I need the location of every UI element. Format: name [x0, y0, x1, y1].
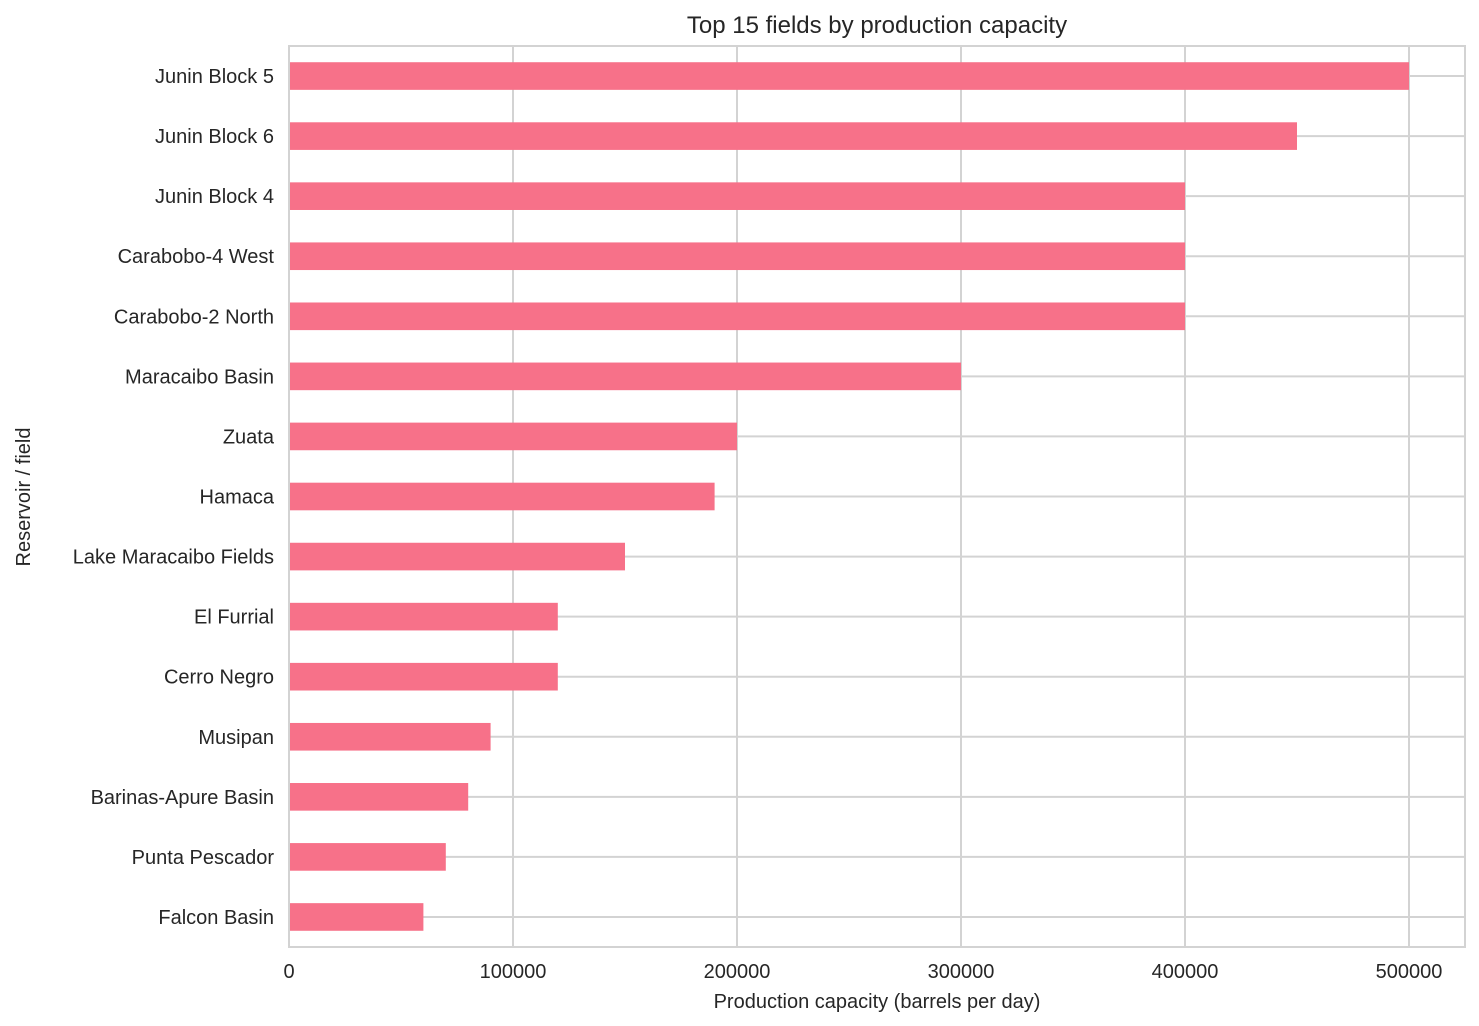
- x-tick-label: 400000: [1152, 961, 1219, 983]
- bar: [290, 662, 558, 691]
- x-tick-label: 200000: [704, 961, 771, 983]
- bar: [290, 542, 625, 571]
- x-tick-label: 100000: [480, 961, 547, 983]
- bar: [290, 722, 491, 751]
- x-tick-label: 0: [283, 961, 294, 983]
- bar: [290, 182, 1185, 210]
- bar: [290, 422, 737, 451]
- y-tick-label: Lake Maracaibo Fields: [73, 547, 274, 569]
- bar: [290, 482, 715, 511]
- bar: [290, 602, 558, 631]
- y-tick-label: El Furrial: [194, 607, 274, 629]
- y-tick-label: Musipan: [198, 727, 274, 749]
- y-tick-labels: Junin Block 5 Junin Block 6 Junin Block 4 C…: [73, 66, 275, 929]
- bar: [290, 242, 1185, 271]
- bar: [290, 843, 446, 871]
- y-tick-label: Junin Block 4: [155, 186, 274, 208]
- y-tick-label: Punta Pescador: [132, 847, 275, 869]
- y-tick-label: Cerro Negro: [164, 667, 274, 689]
- y-tick-label: Carabobo-4 West: [118, 246, 275, 268]
- bar: [290, 122, 1297, 150]
- y-axis-title: Reservoir / field: [13, 428, 35, 567]
- y-tick-label: Barinas-Apure Basin: [91, 787, 274, 809]
- chart-title: Top 15 fields by production capacity: [687, 12, 1067, 39]
- bar: [290, 362, 961, 391]
- x-axis-title: Production capacity (barrels per day): [714, 991, 1041, 1013]
- bar: [290, 903, 424, 931]
- y-tick-label: Maracaibo Basin: [125, 366, 274, 388]
- y-tick-label: Falcon Basin: [158, 907, 274, 929]
- y-tick-label: Junin Block 5: [155, 66, 274, 88]
- y-tick-label: Hamaca: [200, 487, 275, 509]
- bar: [290, 783, 469, 811]
- y-tick-label: Junin Block 6: [155, 126, 274, 148]
- bars: [290, 62, 1409, 931]
- x-tick-label: 500000: [1376, 961, 1443, 983]
- x-tick-label: 300000: [928, 961, 995, 983]
- bar: [290, 62, 1409, 90]
- y-tick-label: Carabobo-2 North: [114, 306, 274, 328]
- bar: [290, 302, 1185, 331]
- plot-frame: [288, 45, 1466, 948]
- x-tick-labels: 0 100000 200000 300000 400000 500000: [283, 961, 1442, 983]
- y-tick-label: Zuata: [223, 426, 275, 448]
